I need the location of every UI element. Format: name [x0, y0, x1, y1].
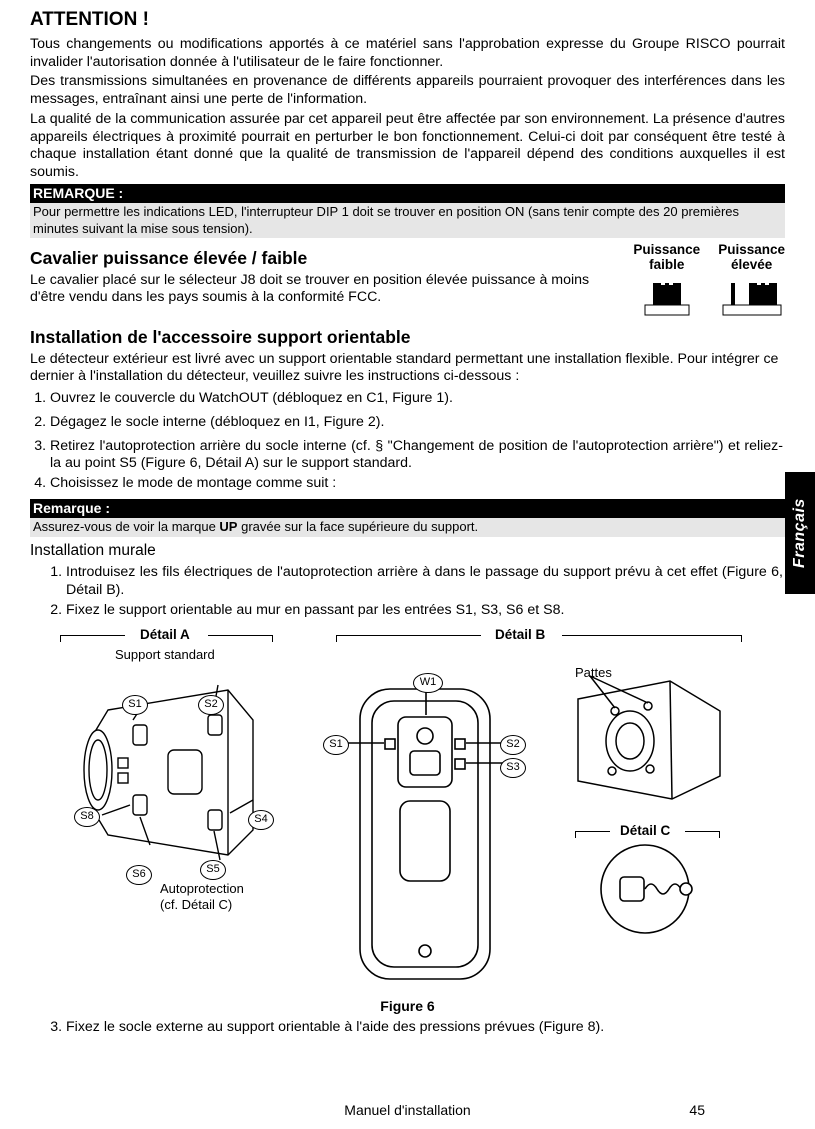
remark-box-1: Pour permettre les indications LED, l'in… [30, 203, 785, 238]
bracket-c-tick-l [575, 831, 576, 838]
power-panel: Puissance faible Puissance élevée [623, 242, 785, 317]
jumper-low-icon [639, 277, 695, 317]
power-section-row: Cavalier puissance élevée / faible Le ca… [30, 242, 785, 317]
bracket-a-left [60, 635, 125, 636]
label-s3: S3 [500, 758, 526, 778]
bracket-b-left [336, 635, 481, 636]
bracket-a-tick-r [272, 635, 273, 642]
bracket-c-tick-r [719, 831, 720, 838]
detail-b-middle-drawing [340, 681, 510, 991]
remark2-post: gravée sur la face supérieure du support… [237, 519, 478, 534]
para-3: La qualité de la communication assurée p… [30, 111, 785, 182]
list2-item2: Fixez le support orientable au mur en pa… [66, 602, 785, 620]
para-1: Tous changements ou modifications apport… [30, 36, 785, 72]
pattes-drawing [560, 671, 740, 811]
power-section-text: Le cavalier placé sur le sélecteur J8 do… [30, 272, 623, 308]
install-murale-heading: Installation murale [30, 541, 785, 560]
language-side-tab: Français [785, 472, 815, 594]
list1-item3: Retirez l'autoprotection arrière du socl… [50, 438, 785, 474]
footer: Manuel d'installation 45 [0, 1102, 815, 1120]
label-s2b: S2 [500, 735, 526, 755]
detail-c-drawing [590, 841, 710, 941]
list2-item3: Fixez le socle externe au support orient… [66, 1019, 785, 1037]
bracket-a-tick-l [60, 635, 61, 642]
bracket-c-left [575, 831, 610, 832]
bracket-b-right [562, 635, 742, 636]
detail-c-label: Détail C [620, 823, 670, 840]
autoprotection-line2: (cf. Détail C) [160, 897, 232, 913]
detail-a-label: Détail A [140, 627, 190, 644]
power-high-line2: élevée [718, 257, 785, 273]
remark-box-2: Assurez-vous de voir la marque UP gravée… [30, 518, 785, 536]
detail-a-drawing [58, 665, 283, 885]
power-low-line2: faible [633, 257, 700, 273]
power-section-title: Cavalier puissance élevée / faible [30, 248, 623, 270]
bracket-c-right [685, 831, 720, 832]
title-attention: ATTENTION ! [30, 8, 785, 32]
remark-bar-2: Remarque : [30, 499, 785, 519]
detail-b-label: Détail B [495, 627, 545, 644]
bracket-b-tick-l [336, 635, 337, 642]
figure-6-area: Détail A Détail B Support standard Patte… [30, 625, 785, 1015]
list1-item2: Dégagez le socle interne (débloquez en I… [50, 414, 785, 432]
list1-item4: Choisissez le mode de montage comme suit… [50, 475, 785, 493]
power-low-col: Puissance faible [633, 242, 700, 317]
power-low-line1: Puissance [633, 242, 700, 258]
install-list-2b: Fixez le socle externe au support orient… [66, 1019, 785, 1037]
jumper-high-icon [719, 277, 785, 317]
install-section-title: Installation de l'accessoire support ori… [30, 327, 785, 349]
remark-bar-1: REMARQUE : [30, 184, 785, 204]
bracket-a-right [208, 635, 273, 636]
footer-center: Manuel d'installation [344, 1102, 470, 1120]
power-section-left: Cavalier puissance élevée / faible Le ca… [30, 242, 623, 309]
list2-item1: Introduisez les fils électriques de l'au… [66, 564, 785, 600]
autoprotection-line1: Autoprotection [160, 881, 244, 897]
bracket-b-tick-r [741, 635, 742, 642]
figure-6-caption: Figure 6 [30, 998, 785, 1016]
install-section-text: Le détecteur extérieur est livré avec un… [30, 351, 785, 387]
remark2-pre: Assurez-vous de voir la marque [33, 519, 219, 534]
list1-item1: Ouvrez le couvercle du WatchOUT (débloqu… [50, 390, 785, 408]
footer-page: 45 [689, 1102, 705, 1120]
power-high-col: Puissance élevée [718, 242, 785, 317]
install-list-1: Ouvrez le couvercle du WatchOUT (débloqu… [50, 390, 785, 493]
install-list-2: Introduisez les fils électriques de l'au… [66, 564, 785, 619]
support-standard-label: Support standard [115, 647, 215, 663]
para-2: Des transmissions simultanées en provena… [30, 73, 785, 109]
remark2-bold: UP [219, 519, 237, 534]
power-high-line1: Puissance [718, 242, 785, 258]
